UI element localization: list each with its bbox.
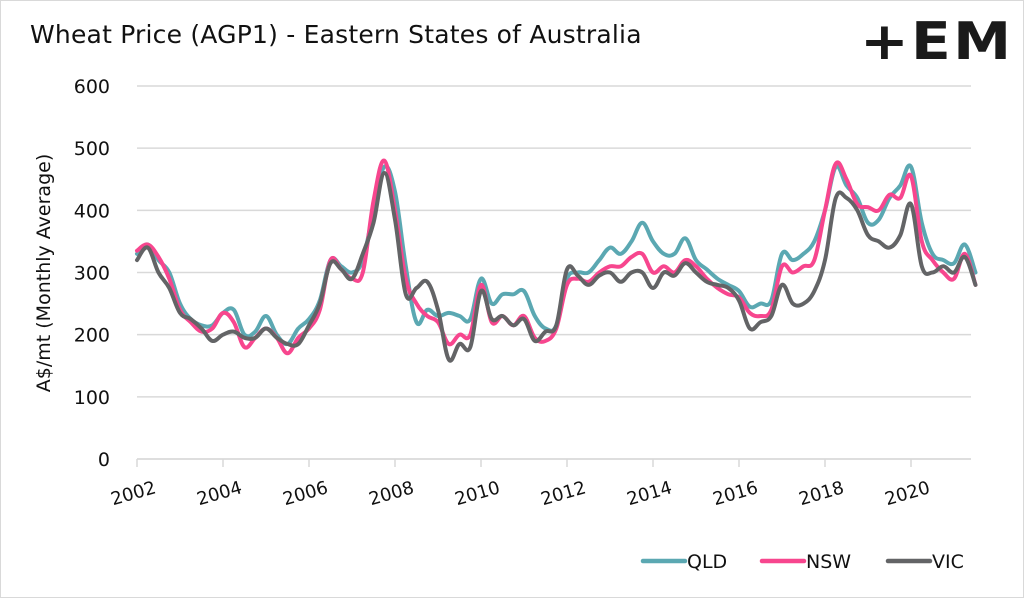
x-tick-label: 2010 [453, 477, 503, 510]
x-tick-label: 2012 [539, 477, 589, 510]
y-tick-label: 400 [74, 200, 110, 222]
x-tick-label: 2014 [625, 477, 675, 510]
y-axis-label: A$/mt (Monthly Average) [33, 154, 55, 392]
legend: QLD NSW VIC [640, 551, 964, 573]
y-axis-ticks: 0 100 200 300 400 500 600 [74, 76, 110, 471]
brand-logo: +EM [860, 12, 1014, 72]
chart-title: Wheat Price (AGP1) - Eastern States of A… [30, 20, 642, 49]
y-tick-label: 100 [74, 387, 110, 409]
x-tick-label: 2004 [195, 477, 245, 510]
y-tick-label: 200 [74, 325, 110, 347]
series-lines [135, 158, 978, 363]
y-tick-label: 0 [98, 449, 110, 471]
gridlines [137, 85, 971, 460]
x-tick-label: 2016 [711, 477, 761, 510]
legend-item-vic: VIC [885, 551, 964, 573]
x-tick-label: 2020 [883, 477, 933, 510]
legend-label: QLD [687, 551, 727, 573]
x-axis: 2002 2004 2006 2008 2010 2012 2014 2016 2018 2020 [109, 458, 971, 510]
x-tick-label: 2006 [281, 477, 331, 510]
series-line-vic [135, 170, 978, 363]
legend-label: VIC [932, 551, 964, 573]
y-tick-label: 300 [74, 263, 110, 285]
x-tick-label: 2018 [797, 477, 847, 510]
x-tick-label: 2002 [109, 477, 159, 510]
x-tick-label: 2008 [367, 477, 417, 510]
y-tick-label: 600 [74, 76, 110, 98]
legend-item-nsw: NSW [759, 551, 851, 573]
y-tick-label: 500 [74, 138, 110, 160]
legend-item-qld: QLD [640, 551, 727, 573]
legend-label: NSW [806, 551, 851, 573]
